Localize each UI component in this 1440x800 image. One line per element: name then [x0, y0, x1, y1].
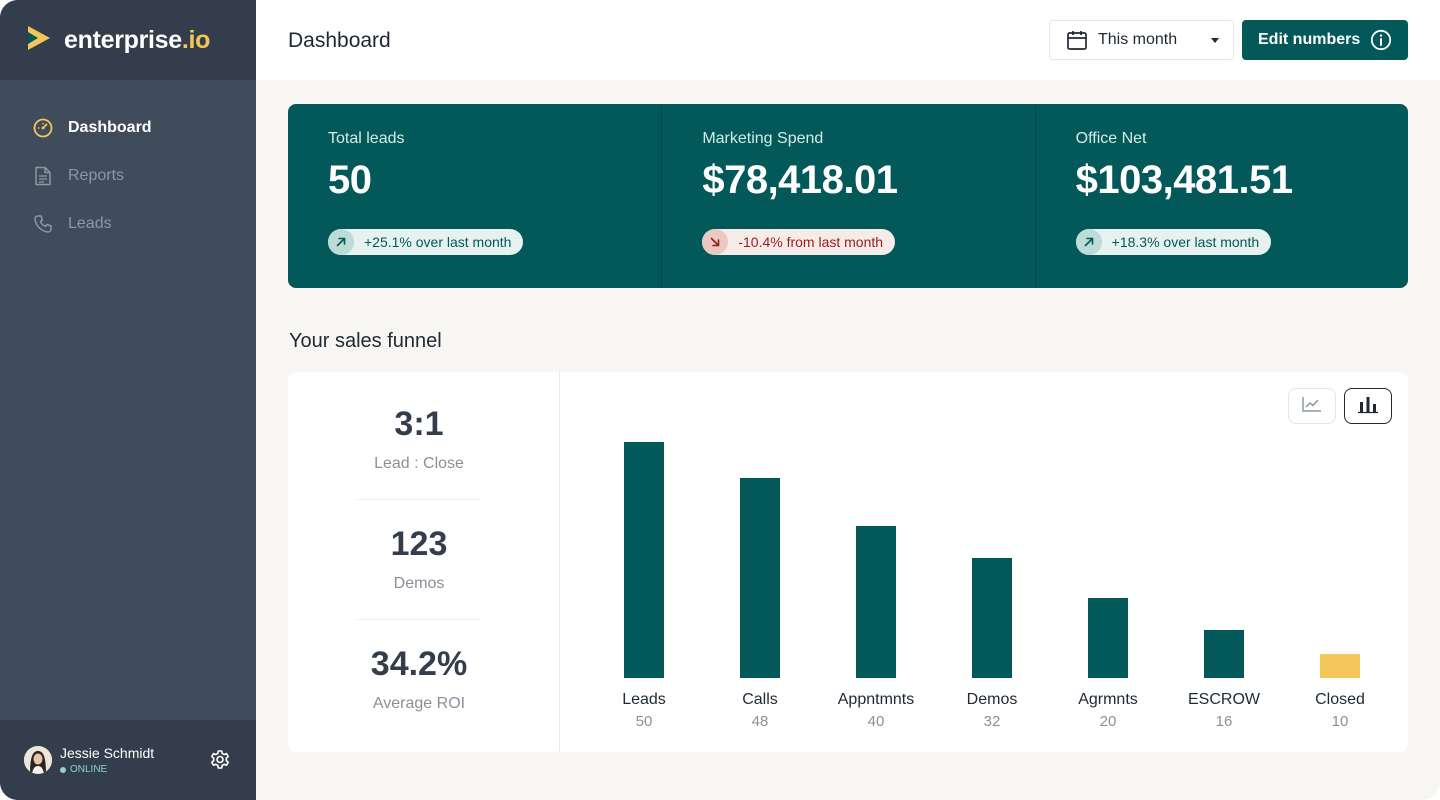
stat-value: $78,418.01 — [702, 158, 898, 202]
tick-label: Closed — [1315, 691, 1365, 708]
sidebar-item-reports[interactable]: Reports — [0, 152, 256, 200]
sidebar-nav: Dashboard Reports — [0, 80, 256, 248]
avatar[interactable] — [24, 746, 52, 774]
chevron-down-icon — [1211, 38, 1219, 43]
settings-button[interactable] — [208, 748, 232, 772]
bar-chart-icon — [1357, 394, 1379, 419]
stats-panel: Total leads 50 +25.1% over last month Ma… — [288, 104, 1408, 288]
bar-escrow[interactable] — [1204, 630, 1244, 678]
kpi-demos: 123 Demos — [357, 492, 481, 612]
sidebar: enterprise.io Dashboard — [0, 0, 256, 800]
page-title: Dashboard — [288, 29, 391, 52]
bar-calls[interactable] — [740, 478, 780, 678]
funnel-kpis: 3:1 Lead : Close 123 Demos 34.2% Average… — [288, 372, 560, 752]
data-label: 40 — [868, 713, 885, 730]
kpi-label: Lead : Close — [374, 455, 464, 472]
stat-value: $103,481.51 — [1075, 158, 1293, 202]
bar-demos[interactable] — [972, 558, 1012, 678]
change-badge: -10.4% from last month — [702, 229, 896, 255]
period-select-value: This month — [1098, 31, 1178, 48]
calendar-icon — [1066, 29, 1088, 51]
user-panel: Jessie Schmidt ONLINE — [0, 720, 256, 800]
tick-label: Leads — [622, 691, 666, 708]
sidebar-item-dashboard[interactable]: Dashboard — [0, 104, 256, 152]
arrow-up-right-icon — [1075, 229, 1102, 255]
edit-numbers-label: Edit numbers — [1258, 31, 1361, 48]
tick-label: ESCROW — [1188, 691, 1261, 708]
sidebar-item-label: Dashboard — [68, 119, 152, 136]
gauge-icon — [32, 117, 54, 139]
bar-appntmnts[interactable] — [856, 526, 896, 678]
data-label: 50 — [636, 713, 653, 730]
divider — [357, 619, 481, 620]
tick-label: Appntmnts — [838, 691, 914, 708]
data-label: 16 — [1216, 713, 1233, 730]
kpi-value: 34.2% — [370, 645, 468, 683]
kpi-average-roi: 34.2% Average ROI — [357, 612, 481, 732]
edit-numbers-button[interactable]: Edit numbers — [1242, 20, 1408, 60]
funnel-bar-chart: Leads 50 Calls 48 Appntmnts 40 Demos 32 Agrmnts 2… — [622, 442, 1365, 730]
arrow-down-right-icon — [702, 229, 729, 255]
tick-label: Calls — [742, 691, 778, 708]
brand[interactable]: enterprise.io — [0, 0, 256, 80]
sales-funnel-card: 3:1 Lead : Close 123 Demos 34.2% Average… — [288, 372, 1408, 752]
phone-icon — [32, 213, 54, 235]
period-select[interactable]: This month — [1049, 20, 1234, 60]
sidebar-item-leads[interactable]: Leads — [0, 200, 256, 248]
funnel-chart: Leads 50 Calls 48 Appntmnts 40 Demos 32 Agrmnts 2… — [560, 372, 1408, 752]
change-text: +18.3% over last month — [1111, 234, 1260, 250]
change-text: -10.4% from last month — [738, 234, 884, 250]
sidebar-item-label: Leads — [68, 215, 112, 232]
header: Dashboard This month Edit numbers — [256, 0, 1440, 80]
change-badge: +18.3% over last month — [1075, 229, 1272, 255]
kpi-label: Demos — [393, 575, 445, 592]
kpi-label: Average ROI — [372, 695, 466, 712]
stat-total-leads: Total leads 50 +25.1% over last month — [288, 104, 661, 288]
data-label: 20 — [1100, 713, 1117, 730]
user-meta: Jessie Schmidt ONLINE — [60, 745, 154, 775]
brand-logo-icon — [24, 24, 52, 57]
status-text: ONLINE — [70, 764, 108, 775]
stat-label: Total leads — [328, 130, 405, 147]
bar-closed[interactable] — [1320, 654, 1360, 678]
change-badge: +25.1% over last month — [328, 229, 524, 255]
section-title: Your sales funnel — [289, 330, 442, 352]
sidebar-item-label: Reports — [68, 167, 125, 184]
data-label: 32 — [984, 713, 1001, 730]
bar-agrmnts[interactable] — [1088, 598, 1128, 678]
stat-label: Office Net — [1075, 130, 1147, 147]
divider — [357, 499, 481, 500]
user-name: Jessie Schmidt — [60, 745, 155, 761]
line-chart-toggle[interactable] — [1288, 388, 1336, 424]
kpi-lead-close: 3:1 Lead : Close — [357, 372, 481, 492]
data-label: 10 — [1332, 713, 1349, 730]
brand-name: enterprise.io — [64, 25, 211, 54]
data-label: 48 — [752, 713, 769, 730]
kpi-value: 123 — [390, 525, 448, 563]
line-chart-icon — [1301, 395, 1323, 418]
stat-value: 50 — [328, 158, 372, 202]
user-status: ONLINE — [60, 764, 154, 775]
gear-icon — [208, 750, 232, 776]
info-icon — [1370, 29, 1392, 51]
bar-chart-toggle[interactable] — [1344, 388, 1392, 424]
change-text: +25.1% over last month — [364, 234, 512, 250]
stat-marketing-spend: Marketing Spend $78,418.01 -10.4% from l… — [661, 104, 1034, 288]
tick-label: Agrmnts — [1078, 691, 1138, 708]
stat-office-net: Office Net $103,481.51 +18.3% over last … — [1034, 104, 1408, 288]
status-dot — [60, 766, 66, 773]
document-icon — [32, 165, 54, 187]
arrow-up-right-icon — [328, 229, 354, 255]
tick-label: Demos — [967, 691, 1018, 708]
bar-leads[interactable] — [624, 442, 664, 678]
stat-label: Marketing Spend — [702, 130, 824, 147]
kpi-value: 3:1 — [394, 405, 444, 443]
